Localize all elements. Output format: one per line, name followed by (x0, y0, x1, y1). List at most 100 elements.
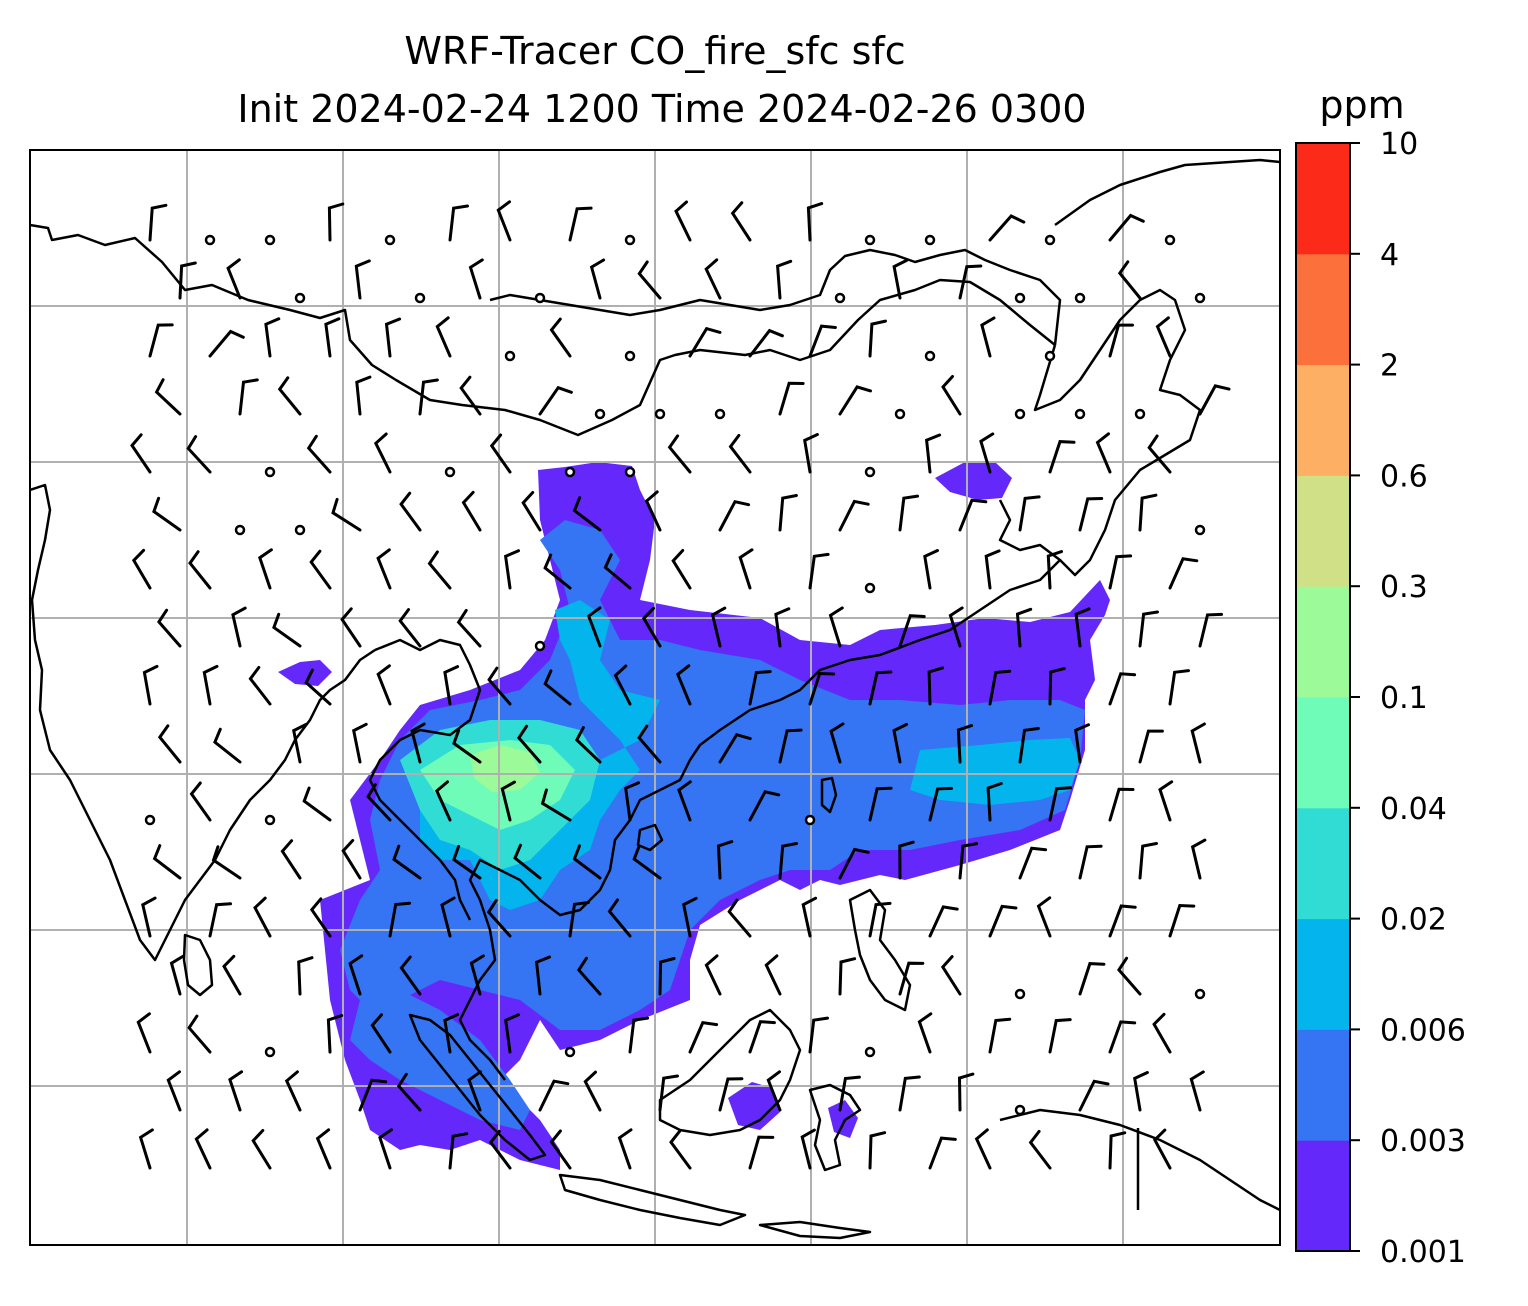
calm-marker (654, 408, 666, 420)
wind-barb (948, 606, 964, 648)
calm-marker (894, 408, 906, 420)
wind-barb (378, 1128, 393, 1170)
wind-barb (272, 612, 302, 648)
wind-barb (838, 499, 870, 532)
wind-barb (940, 955, 962, 996)
wind-barb (399, 491, 422, 532)
wind-barb (543, 669, 572, 706)
wind-barb (669, 1129, 692, 1170)
wind-barb (924, 433, 942, 474)
wind-barb (324, 317, 341, 358)
wind-barb (292, 722, 308, 764)
colorbar-swatch-2 (1296, 918, 1350, 1030)
wind-barb (778, 728, 803, 764)
wind-barb (443, 665, 460, 706)
coastline-myanmar (368, 638, 482, 921)
calm-marker (144, 814, 156, 826)
calm-marker (1194, 524, 1206, 536)
wind-barb (1046, 550, 1063, 590)
wind-barb (957, 1072, 975, 1112)
wind-barb (1152, 1128, 1172, 1170)
wind-barb (667, 434, 692, 474)
wind-barb (748, 790, 781, 822)
wind-barb (355, 375, 372, 416)
wind-barb (808, 1016, 829, 1054)
wind-barb (1138, 493, 1158, 532)
wind-barb (644, 490, 662, 532)
wind-barb (427, 550, 452, 590)
colorbar-swatch-1 (1296, 1029, 1350, 1141)
wind-barb (513, 843, 542, 880)
wind-barb (396, 1072, 422, 1112)
wind-barb (730, 201, 752, 242)
wind-barb (341, 839, 362, 880)
wind-barb (941, 375, 962, 416)
wind-barb (958, 842, 979, 880)
colorbar-tick-label: 0.006 (1380, 1013, 1466, 1048)
wind-barb (704, 954, 722, 996)
wind-barb (534, 955, 552, 996)
coastline-indochina (458, 819, 631, 1081)
wind-barb (980, 316, 996, 358)
colorbar-swatch-3 (1296, 807, 1350, 920)
wind-barb (352, 722, 368, 764)
calm-marker (864, 582, 876, 594)
wind-barb (748, 328, 784, 358)
wind-barb (613, 664, 632, 706)
wind-barb (388, 901, 412, 938)
wind-barb (304, 668, 332, 706)
calm-marker (1194, 292, 1206, 304)
wind-barb (898, 614, 926, 648)
wind-barb (1108, 323, 1134, 358)
wind-barb (1198, 384, 1231, 416)
wind-barb (496, 200, 512, 242)
wind-barb (1018, 495, 1041, 532)
wind-barb (803, 433, 819, 474)
colorbar-swatch-5 (1296, 586, 1350, 698)
calm-marker (564, 466, 576, 478)
wind-barb (384, 317, 402, 358)
calm-marker (1044, 234, 1056, 246)
wind-barb (1108, 213, 1145, 242)
wind-barb (284, 1070, 302, 1112)
wind-barb (568, 901, 590, 938)
wind-barb (366, 783, 392, 822)
coastline-india (30, 483, 376, 962)
wind-barb (868, 670, 893, 706)
calm-marker (1164, 234, 1176, 246)
calm-marker (864, 466, 876, 478)
calm-marker (924, 350, 936, 362)
wind-barb (157, 724, 182, 764)
wind-barb (213, 727, 242, 764)
wind-barb (778, 842, 798, 880)
colorbar-ticks: 0.001 0.003 0.006 0.02 0.04 0.1 0.3 0.6 2 4 10 (1350, 127, 1466, 1270)
coastline-philippines (848, 888, 912, 1012)
coastline-china-east (628, 499, 1062, 821)
wind-barb (928, 1136, 957, 1170)
wind-barb (898, 840, 915, 880)
colorbar-swatch-8 (1296, 253, 1350, 366)
wind-barb (718, 499, 751, 532)
wind-barb (187, 1014, 212, 1054)
wind-barb (1168, 903, 1196, 938)
wind-barb (1152, 1012, 1172, 1054)
wind-barb (435, 316, 452, 358)
wind-barb (1078, 962, 1106, 996)
coastline-sumatra (408, 1013, 547, 1162)
wind-barb (459, 375, 482, 416)
map-gridlines (30, 150, 1280, 1245)
colorbar-swatch-7 (1296, 364, 1350, 476)
wind-barb (1036, 896, 1052, 938)
colorbar-tick-label: 4 (1380, 238, 1399, 273)
wind-barb (540, 788, 572, 822)
coastline-timor (758, 1220, 872, 1240)
wind-barb (576, 956, 602, 996)
wind-barb (440, 896, 456, 938)
wind-barb (373, 432, 392, 474)
colorbar-tick-label: 0.6 (1380, 459, 1428, 494)
calm-marker (864, 234, 876, 246)
wind-barb (1117, 260, 1142, 300)
wind-barb (928, 905, 959, 938)
wind-barb (774, 607, 791, 648)
wind-barb (764, 954, 782, 996)
